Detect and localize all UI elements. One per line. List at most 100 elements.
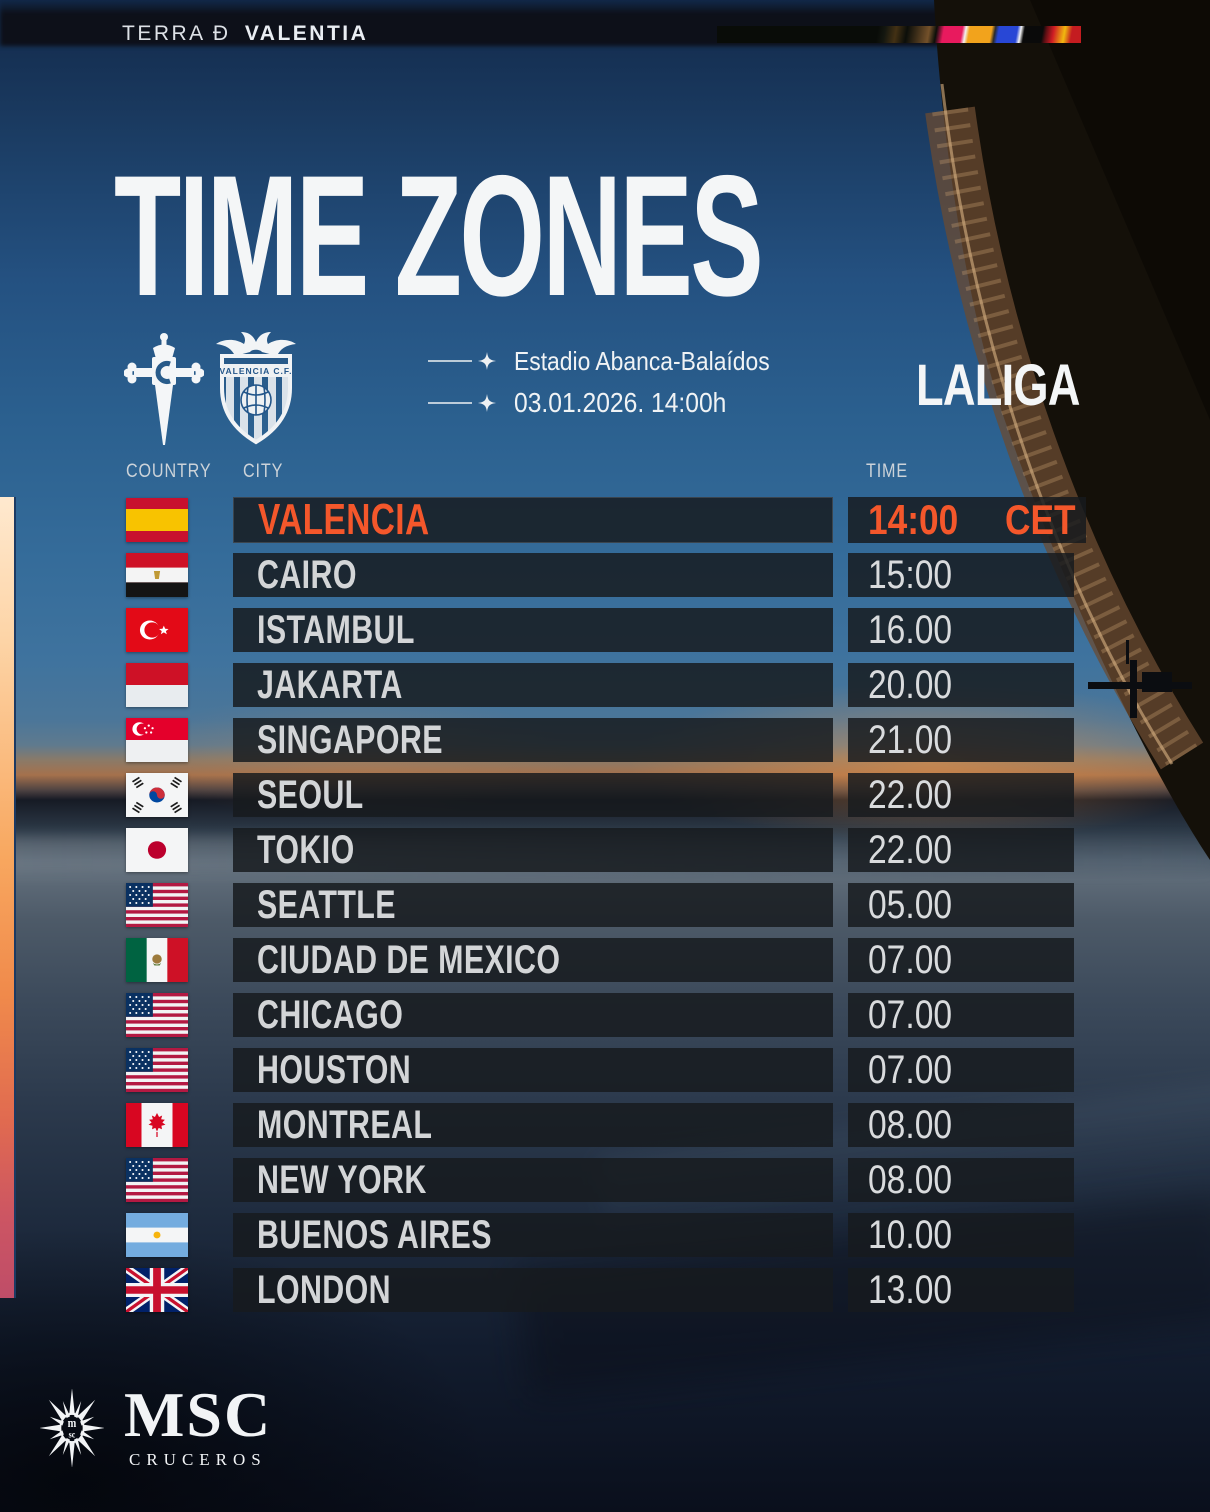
flag-egypt-icon (126, 553, 188, 597)
datetime-row: 03.01.2026. 14:00h (428, 387, 755, 418)
city-cell: VALENCIA (233, 495, 833, 544)
time-cell: 22.00 (848, 773, 1074, 817)
time-label: 20.00 (868, 662, 953, 707)
city-label: CAIRO (257, 552, 357, 597)
sparkle-icon (428, 352, 496, 370)
city-label: MONTREAL (257, 1102, 433, 1147)
time-cell: 20.00 (848, 663, 1074, 707)
table-row-buenos-aires: BUENOS AIRES 10.00 (126, 1213, 1086, 1257)
flag-turkey-icon (126, 608, 188, 652)
time-cell: 10.00 (848, 1213, 1074, 1257)
time-label: 07.00 (868, 1047, 953, 1092)
football-icon (240, 384, 272, 416)
city-label: SEATTLE (257, 882, 396, 927)
time-cell: 07.00 (848, 938, 1074, 982)
time-label: 05.00 (868, 882, 953, 927)
city-label: JAKARTA (257, 662, 403, 707)
header-country: COUNTRY (126, 461, 212, 482)
city-label: BUENOS AIRES (257, 1212, 492, 1257)
time-label: 08.00 (868, 1102, 953, 1147)
stadium-row: Estadio Abanca-Balaídos (428, 346, 805, 376)
ship-hull (925, 0, 1210, 860)
time-label: 08.00 (868, 1157, 953, 1202)
city-label: SINGAPORE (257, 717, 443, 762)
city-cell: CHICAGO (233, 993, 833, 1037)
city-cell: LONDON (233, 1268, 833, 1312)
table-row-singapore: SINGAPORE 21.00 (126, 718, 1086, 762)
city-cell: CAIRO (233, 553, 833, 597)
city-cell: CIUDAD DE MEXICO (233, 938, 833, 982)
time-suffix: CET (1005, 496, 1076, 543)
header-city: CITY (243, 461, 284, 482)
city-label: CHICAGO (257, 992, 404, 1037)
table-row-houston: HOUSTON 07.00 (126, 1048, 1086, 1092)
time-label: 14:00 (868, 496, 959, 543)
city-label: CIUDAD DE MEXICO (257, 937, 561, 982)
table-row-valencia: VALENCIA 14:00 CET (126, 495, 1086, 544)
time-cell: 13.00 (848, 1268, 1074, 1312)
flag-usa-icon (126, 993, 188, 1037)
time-cell: 21.00 (848, 718, 1074, 762)
city-cell: HOUSTON (233, 1048, 833, 1092)
time-label: 10.00 (868, 1212, 953, 1257)
msc-logo-subtext: CRUCEROS (129, 1450, 267, 1469)
time-cell: 15:00 (848, 553, 1074, 597)
table-row-seoul: SEOUL 22.00 (126, 773, 1086, 817)
brand-lockup: TERRA Đ VALENTIA (122, 22, 368, 46)
page-title: TIME ZONES (114, 140, 764, 332)
time-cell: 22.00 (848, 828, 1074, 872)
table-row-ciudad-de-mexico: CIUDAD DE MEXICO 07.00 (126, 938, 1086, 982)
flag-uk-icon (126, 1268, 188, 1312)
flag-mexico-icon (126, 938, 188, 982)
time-cell: 07.00 (848, 1048, 1074, 1092)
flag-canada-icon (126, 1103, 188, 1147)
time-cell: 08.00 (848, 1158, 1074, 1202)
city-cell: BUENOS AIRES (233, 1213, 833, 1257)
time-label: 21.00 (868, 717, 953, 762)
time-label: 07.00 (868, 937, 953, 982)
table-row-london: LONDON 13.00 (126, 1268, 1086, 1312)
time-label: 07.00 (868, 992, 953, 1037)
crest-text: VALENCIA C.F. (220, 366, 293, 376)
city-cell: ISTAMBUL (233, 608, 833, 652)
table-row-istambul: ISTAMBUL 16.00 (126, 608, 1086, 652)
celta-vigo-crest-icon (124, 333, 204, 445)
time-label: 15:00 (868, 552, 953, 597)
table-row-cairo: CAIRO 15:00 (126, 553, 1086, 597)
time-cell: 05.00 (848, 883, 1074, 927)
city-label: ISTAMBUL (257, 607, 415, 652)
mast-silhouette (1088, 640, 1192, 718)
table-row-chicago: CHICAGO 07.00 (126, 993, 1086, 1037)
flag-spain-icon (126, 498, 188, 542)
city-cell: SEOUL (233, 773, 833, 817)
flag-japan-icon (126, 828, 188, 872)
time-cell: 14:00 CET (848, 496, 1086, 543)
table-row-jakarta: JAKARTA 20.00 (126, 663, 1086, 707)
left-gradient-ribbon (0, 497, 16, 1298)
msc-monogram-top: m (68, 1416, 77, 1430)
city-cell: MONTREAL (233, 1103, 833, 1147)
msc-logo-text: MSC (124, 1379, 273, 1450)
flag-south-korea-icon (126, 773, 188, 817)
flag-singapore-icon (126, 718, 188, 762)
timezone-table: VALENCIA 14:00 CET CAIRO 15:00 ISTAMBUL 1… (126, 495, 1086, 1323)
table-row-montreal: MONTREAL 08.00 (126, 1103, 1086, 1147)
valencia-cf-crest-icon: VALENCIA C.F. (216, 332, 296, 445)
city-label: VALENCIA (258, 495, 430, 544)
time-label: 16.00 (868, 607, 953, 652)
city-cell: TOKIO (233, 828, 833, 872)
bat-icon (216, 332, 296, 356)
stadium-label: Estadio Abanca-Balaídos (514, 345, 770, 376)
time-cell: 16.00 (848, 608, 1074, 652)
table-row-tokio: TOKIO 22.00 (126, 828, 1086, 872)
city-cell: NEW YORK (233, 1158, 833, 1202)
city-cell: SEATTLE (233, 883, 833, 927)
table-row-new-york: NEW YORK 08.00 (126, 1158, 1086, 1202)
datetime-label: 03.01.2026. 14:00h (514, 387, 727, 418)
time-label: 22.00 (868, 827, 953, 872)
brand-light-text: TERRA Đ (122, 22, 231, 45)
flag-usa-icon (126, 1048, 188, 1092)
sparkle-icon (428, 394, 496, 412)
flag-indonesia-icon (126, 663, 188, 707)
